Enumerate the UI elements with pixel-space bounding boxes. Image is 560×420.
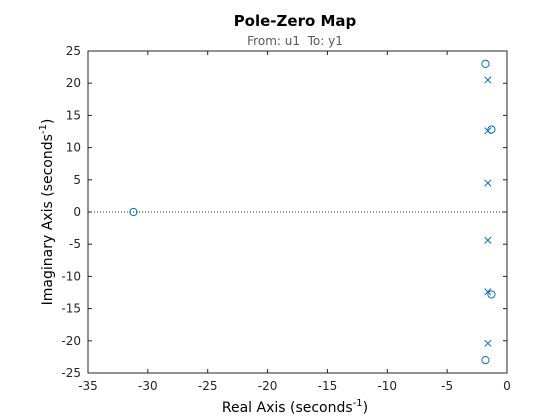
y-tick-label: 0 — [73, 205, 81, 219]
zero-marker — [129, 207, 138, 217]
x-tick-label: -10 — [377, 379, 397, 393]
y-tick-label: 20 — [66, 76, 81, 90]
y-tick-label: -25 — [61, 366, 81, 380]
y-tick-label: 5 — [73, 173, 81, 187]
markers — [129, 59, 496, 365]
x-axis-label-sup: -1 — [353, 398, 363, 409]
pole-marker-stroke — [484, 288, 492, 296]
y-axis-label: Imaginary Axis (seconds-1) — [38, 119, 56, 306]
axes: -35 -30 -25 -20 -15 -10 -5 0 -25 -20 -15 -10 -5 0 5 10 1… — [61, 44, 510, 393]
pole-marker-stroke — [484, 236, 492, 244]
pole-marker-stroke — [484, 76, 492, 84]
pole-marker — [484, 76, 492, 84]
y-tick-label: 10 — [66, 141, 81, 155]
x-tick-label: 0 — [503, 379, 511, 393]
y-axis-label-text: Imaginary Axis (seconds — [40, 134, 56, 305]
x-axis-label-text: Real Axis (seconds — [222, 400, 353, 416]
pole-marker-stroke — [484, 339, 492, 347]
pole-marker — [484, 179, 492, 187]
zero-marker — [487, 125, 496, 134]
chart-subtitle: From: u1 To: y1 — [247, 34, 343, 48]
chart-title: Pole-Zero Map — [234, 12, 357, 30]
y-tick-label: -15 — [61, 302, 81, 316]
x-tick-label: -15 — [318, 379, 338, 393]
x-tick-label: -25 — [198, 379, 218, 393]
y-axis-label-sup: -1 — [38, 124, 49, 134]
pole-marker — [484, 288, 492, 296]
y-tick-label: 15 — [66, 108, 81, 122]
x-axis-label: Real Axis (seconds-1) — [222, 398, 368, 416]
y-tick-label: -5 — [69, 237, 81, 251]
x-tick-label: -5 — [441, 379, 453, 393]
y-axis-label-close: ) — [40, 119, 56, 124]
pole-marker-stroke — [484, 179, 492, 187]
pole-marker — [484, 339, 492, 347]
pole-marker — [484, 236, 492, 244]
y-tick-label: 25 — [66, 44, 81, 58]
x-tick-label: -35 — [78, 379, 98, 393]
y-tick-label: -20 — [61, 334, 81, 348]
zero-marker — [481, 356, 490, 365]
zero-marker — [481, 59, 490, 68]
plot-area — [87, 50, 508, 374]
zero-marker — [487, 290, 496, 299]
y-tick-label: -10 — [61, 269, 81, 283]
x-tick-label: -30 — [138, 379, 158, 393]
x-tick-label: -20 — [258, 379, 278, 393]
x-axis-label-close: ) — [363, 400, 368, 416]
